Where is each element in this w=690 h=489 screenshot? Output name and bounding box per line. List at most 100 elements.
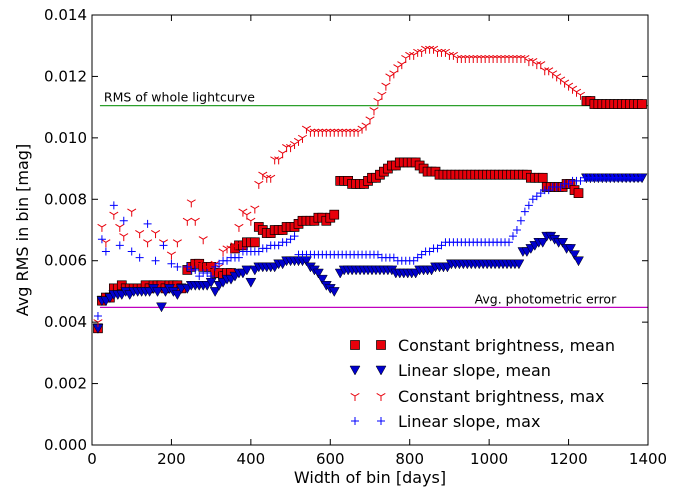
data-point xyxy=(241,265,253,276)
y-tick-label: 0.010 xyxy=(44,129,87,147)
data-point xyxy=(377,91,387,100)
legend-label: Linear slope, max xyxy=(398,412,540,431)
data-point xyxy=(573,256,584,267)
x-tick-label: 400 xyxy=(237,450,266,468)
legend: Constant brightness, mean Linear slope, m… xyxy=(349,336,615,431)
data-point xyxy=(97,235,106,244)
axes-frame xyxy=(91,14,649,446)
data-point xyxy=(171,290,183,301)
legend-label: Linear slope, mean xyxy=(398,361,551,380)
data-point xyxy=(312,268,324,279)
data-point xyxy=(207,272,216,281)
data-point xyxy=(194,260,204,269)
data-point xyxy=(329,209,340,220)
data-point xyxy=(537,238,549,248)
x-tick-label: 0 xyxy=(87,450,97,468)
data-point xyxy=(234,253,243,262)
data-point xyxy=(119,233,129,242)
data-point xyxy=(198,236,208,245)
data-point xyxy=(636,173,645,182)
legend-label: Constant brightness, max xyxy=(398,387,604,406)
data-point xyxy=(297,134,308,143)
reference-line-label: RMS of whole lightcurve xyxy=(104,90,255,105)
data-point xyxy=(250,205,260,214)
data-point xyxy=(119,216,128,225)
data-point xyxy=(109,211,119,220)
data-point xyxy=(150,230,161,239)
data-point xyxy=(152,287,163,297)
x-tick-label: 200 xyxy=(157,450,186,468)
data-point xyxy=(101,247,110,256)
x-tick-label: 1200 xyxy=(549,450,587,468)
data-point xyxy=(249,237,260,248)
data-point xyxy=(209,287,221,297)
data-point xyxy=(115,241,124,250)
legend-marker xyxy=(350,340,360,350)
y-tick-label: 0.002 xyxy=(44,375,87,393)
legend-marker xyxy=(375,365,387,376)
data-point xyxy=(143,239,153,248)
data-point xyxy=(266,174,276,183)
data-point xyxy=(230,242,240,251)
data-point xyxy=(381,82,391,91)
data-point xyxy=(156,302,167,313)
data-point xyxy=(135,230,145,239)
data-point xyxy=(513,259,525,270)
series-group xyxy=(92,173,648,334)
data-point xyxy=(127,208,137,217)
data-point xyxy=(512,226,521,234)
x-tick-label: 800 xyxy=(395,450,424,468)
axes: 0 200 400 600 800 1000 1200 1400 0.000 0.002 0.004… xyxy=(13,6,667,487)
data-point xyxy=(167,259,176,268)
data-point xyxy=(573,188,584,198)
data-point xyxy=(234,223,244,232)
data-point xyxy=(328,287,340,297)
data-point xyxy=(290,232,299,241)
data-marks xyxy=(92,45,648,334)
y-tick-label: 0.006 xyxy=(44,252,87,270)
y-tick-label: 0.000 xyxy=(44,436,87,454)
data-point xyxy=(565,244,576,254)
data-point xyxy=(151,256,160,265)
data-point xyxy=(569,250,580,261)
data-point xyxy=(97,223,107,232)
legend-marker xyxy=(350,392,360,401)
series-group xyxy=(93,45,586,328)
data-point xyxy=(508,232,517,241)
x-tick-label: 1000 xyxy=(470,450,508,468)
data-point xyxy=(166,251,176,260)
y-tick-label: 0.012 xyxy=(44,67,87,85)
data-point xyxy=(369,107,379,116)
data-point xyxy=(186,199,196,208)
x-axis-label: Width of bin [days] xyxy=(294,468,446,487)
data-point xyxy=(109,201,118,210)
data-point xyxy=(537,172,548,183)
legend-marker xyxy=(351,417,359,425)
legend-entry: Linear slope, mean xyxy=(349,361,551,380)
data-point xyxy=(557,238,569,248)
data-point xyxy=(127,247,136,256)
x-tick-label: 1400 xyxy=(629,450,667,468)
y-tick-label: 0.014 xyxy=(44,6,87,24)
data-point xyxy=(135,253,144,262)
reference-line-label: Avg. photometric error xyxy=(475,291,617,306)
data-point xyxy=(173,262,182,271)
data-point xyxy=(191,265,200,274)
y-tick-label: 0.008 xyxy=(44,190,87,208)
legend-entry: Constant brightness, mean xyxy=(350,336,615,355)
data-point xyxy=(159,241,168,250)
data-point xyxy=(254,180,264,189)
data-point xyxy=(190,217,200,226)
data-point xyxy=(575,91,586,100)
data-point xyxy=(245,277,257,288)
legend-marker xyxy=(349,365,361,376)
data-point xyxy=(637,99,647,109)
y-axis-label: Avg RMS in bin [mag] xyxy=(13,144,32,316)
data-point xyxy=(524,201,533,210)
data-point xyxy=(172,239,182,248)
data-point xyxy=(520,207,529,216)
plot-background xyxy=(92,15,648,445)
legend-label: Constant brightness, mean xyxy=(398,336,615,355)
legend-entry: Constant brightness, max xyxy=(350,387,604,406)
